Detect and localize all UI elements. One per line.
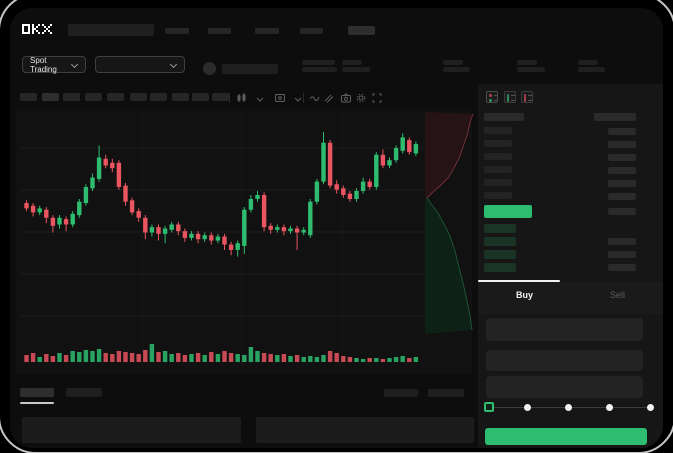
price-input-placeholder[interactable]	[486, 318, 643, 341]
depth-chart	[425, 112, 474, 334]
orders-table-placeholder	[22, 417, 241, 443]
slider-stop-dot[interactable]	[606, 404, 613, 411]
chevron-down-icon	[171, 62, 177, 68]
nav-item-placeholder[interactable]	[300, 28, 323, 34]
timeframe-button-placeholder[interactable]	[20, 93, 37, 101]
app-window: Spot Trading	[10, 8, 663, 448]
total-input-placeholder[interactable]	[486, 376, 643, 398]
bottom-tab-placeholder-active[interactable]	[20, 388, 54, 397]
bottom-action-placeholder[interactable]	[428, 389, 464, 397]
nav-item-placeholder[interactable]	[255, 28, 279, 34]
slider-handle[interactable]	[484, 402, 494, 412]
nav-item-placeholder[interactable]	[208, 28, 231, 34]
slider-stop-dot[interactable]	[565, 404, 572, 411]
fullscreen-icon[interactable]	[371, 92, 383, 104]
timeframe-button-placeholder[interactable]	[107, 93, 124, 101]
orderbook-header-amount	[594, 113, 636, 121]
logo-adjacent-placeholder	[68, 24, 154, 36]
line-tool-icon[interactable]	[308, 92, 320, 104]
trade-tab-bar	[478, 282, 663, 314]
timeframe-button-placeholder[interactable]	[212, 93, 229, 101]
draw-tool-icon[interactable]	[323, 92, 335, 104]
pair-icon-placeholder	[203, 62, 216, 75]
orderbook-view-combined-icon[interactable]	[486, 91, 498, 103]
chevron-down-icon[interactable]	[292, 93, 304, 105]
orderbook-header-price	[484, 113, 524, 121]
pair-dropdown[interactable]	[95, 56, 185, 73]
nav-item-placeholder[interactable]	[348, 26, 375, 35]
bottom-active-tab-underline	[20, 402, 54, 404]
candle-style-icon[interactable]	[236, 92, 248, 104]
timeframe-button-placeholder[interactable]	[63, 93, 80, 101]
bottom-action-placeholder[interactable]	[384, 389, 418, 397]
timeframe-button-placeholder[interactable]	[130, 93, 147, 101]
bottom-tab-placeholder[interactable]	[66, 388, 102, 397]
timeframe-button-placeholder[interactable]	[192, 93, 209, 101]
submit-buy-button[interactable]	[485, 428, 647, 445]
amount-input-placeholder[interactable]	[486, 350, 643, 371]
indicator-icon[interactable]	[274, 92, 286, 104]
chevron-down-icon[interactable]	[254, 93, 266, 105]
tab-sell[interactable]: Sell	[609, 290, 625, 300]
orderbook-view-asks-icon[interactable]	[521, 91, 533, 103]
okx-logo[interactable]	[22, 24, 52, 34]
timeframe-button-placeholder[interactable]	[172, 93, 189, 101]
candlestick-chart[interactable]	[20, 112, 426, 366]
timeframe-button-placeholder[interactable]	[150, 93, 167, 101]
chevron-down-icon	[72, 62, 78, 68]
timeframe-button-placeholder[interactable]	[85, 93, 102, 101]
tab-buy[interactable]: Buy	[515, 290, 533, 300]
orderbook-view-bids-icon[interactable]	[504, 91, 516, 103]
pair-name-placeholder	[222, 64, 278, 74]
slider-stop-dot[interactable]	[647, 404, 654, 411]
active-tab-underline	[478, 280, 560, 282]
slider-stop-dot[interactable]	[524, 404, 531, 411]
settings-gear-icon[interactable]	[355, 92, 367, 104]
camera-icon[interactable]	[340, 92, 352, 104]
timeframe-button-placeholder[interactable]	[42, 93, 59, 101]
market-type-selector[interactable]: Spot Trading	[22, 55, 86, 74]
nav-item-placeholder[interactable]	[165, 28, 189, 34]
orders-table-placeholder	[256, 417, 474, 443]
market-type-label: Spot Trading	[30, 55, 57, 74]
